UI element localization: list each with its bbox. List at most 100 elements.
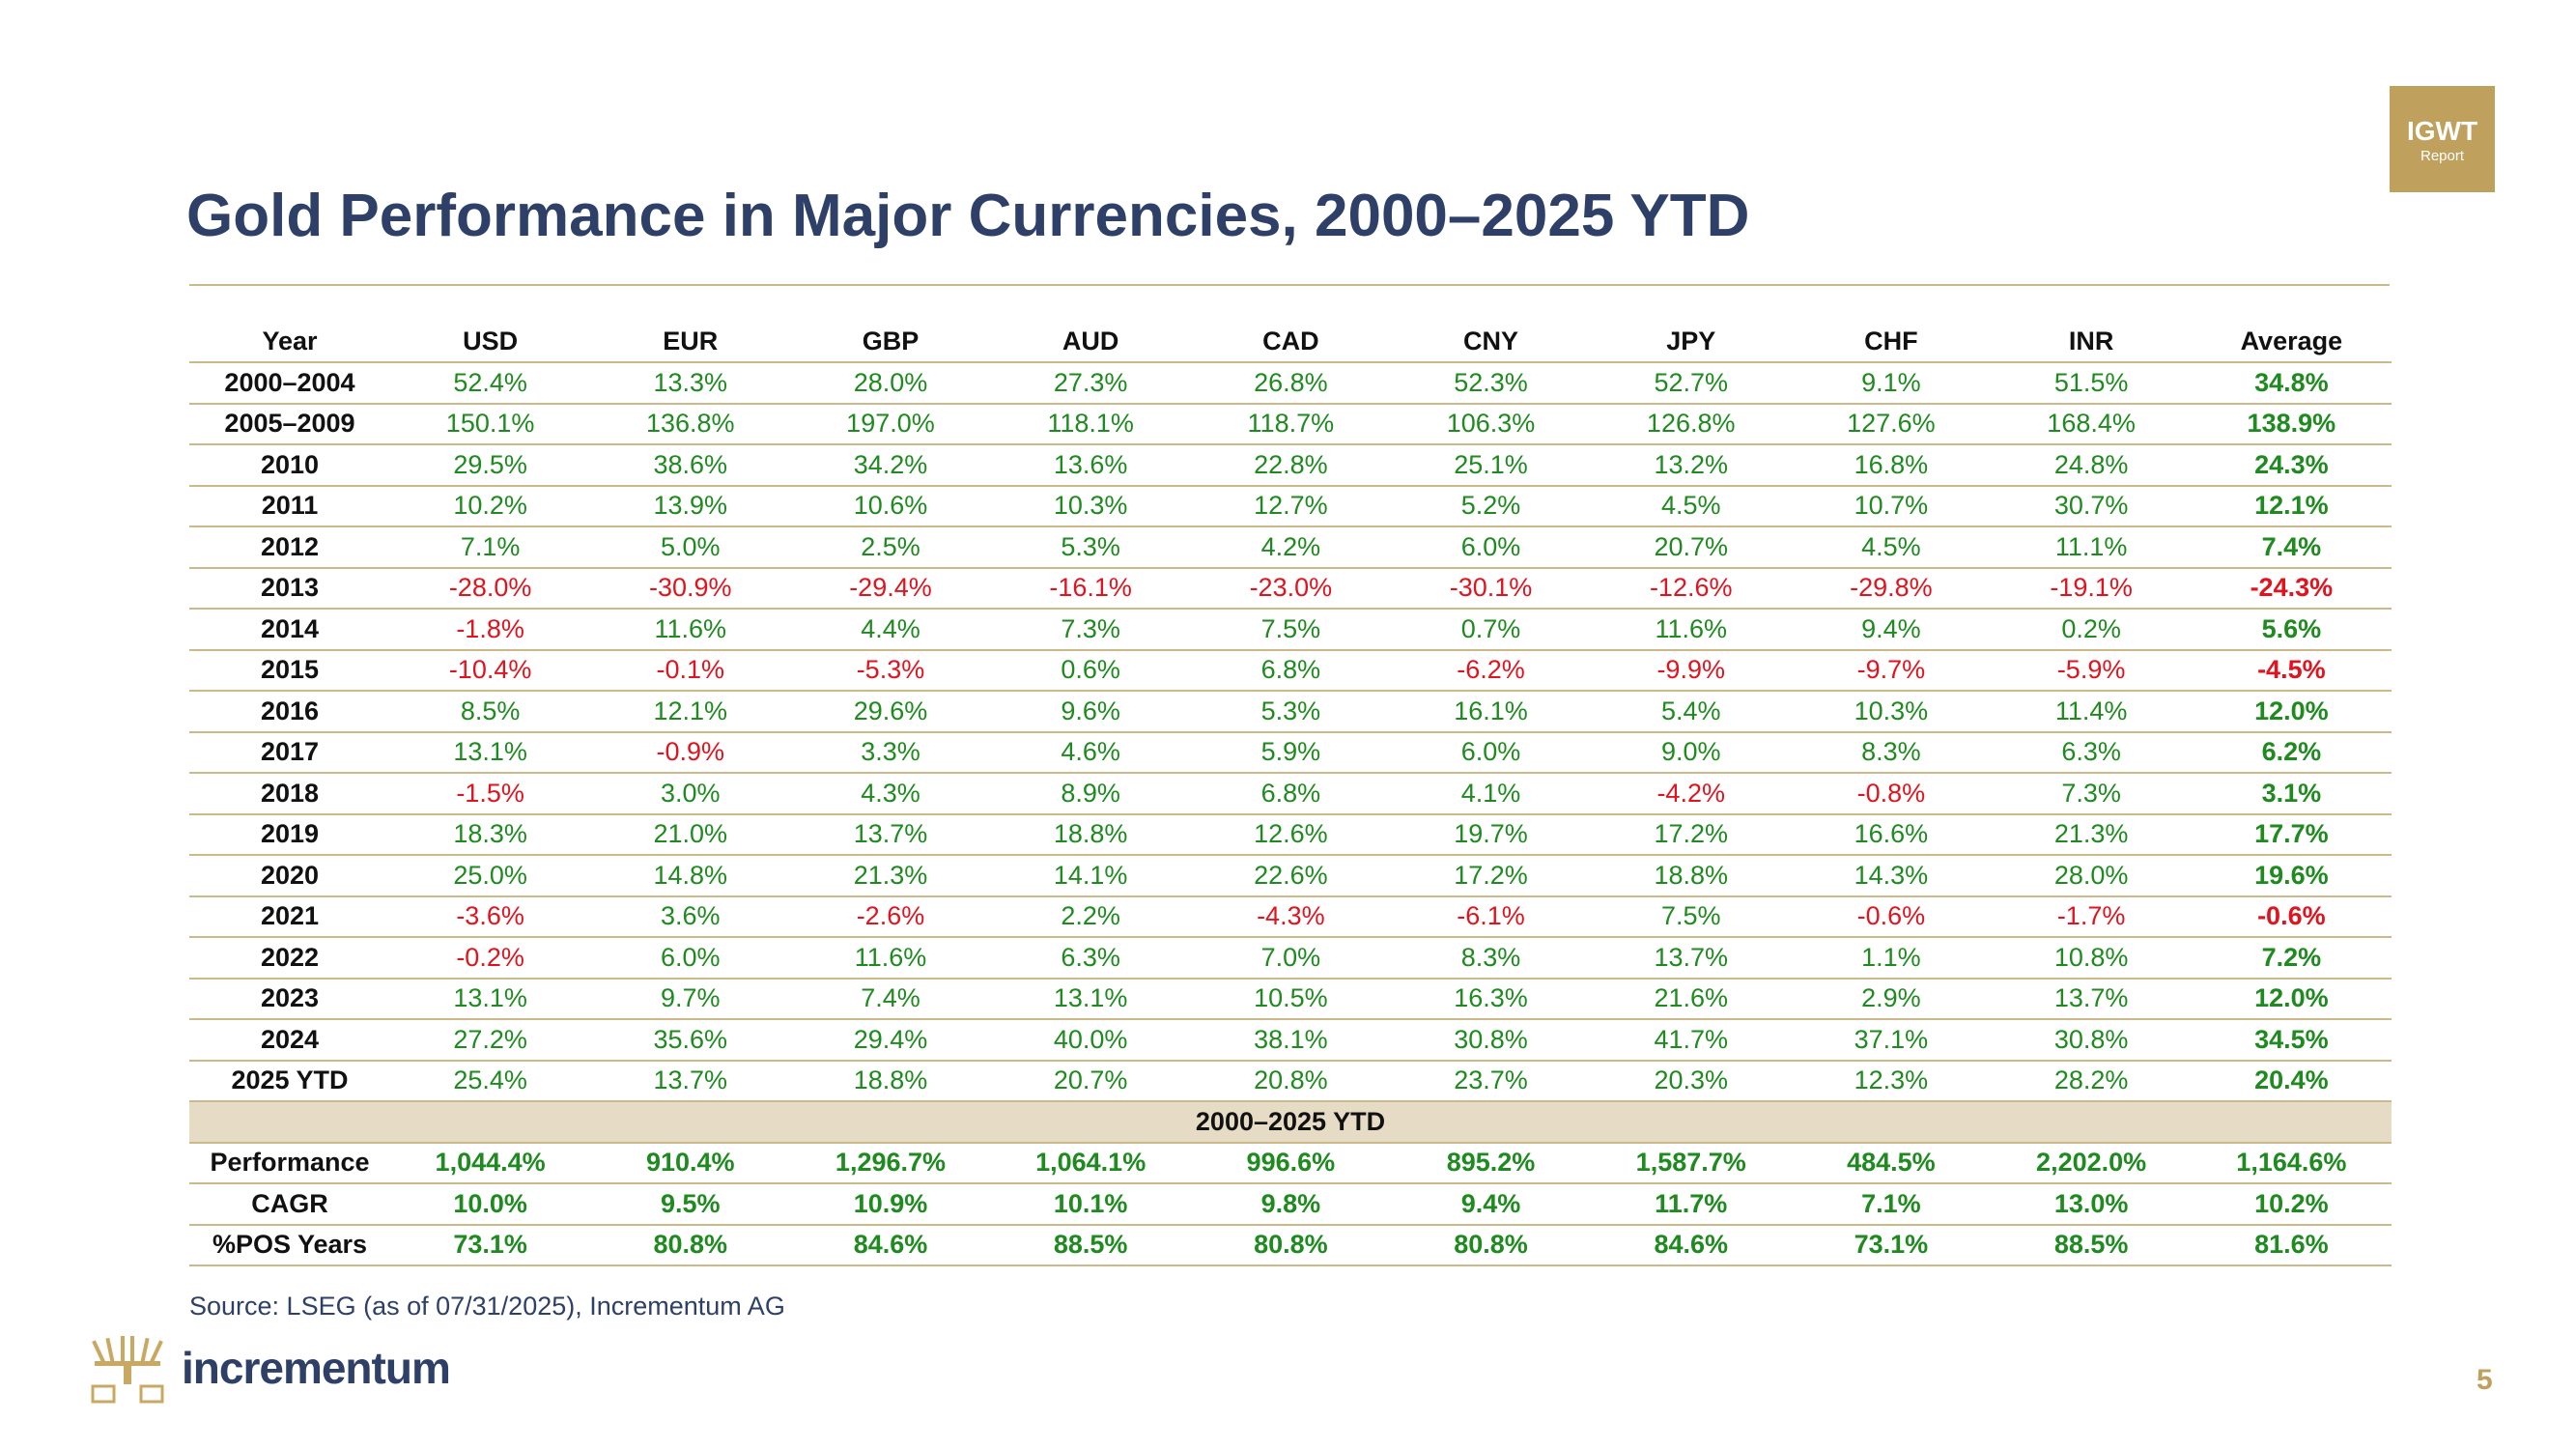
value-cell: -6.2% — [1390, 649, 1592, 692]
table-row: 2012 7.1% 5.0% 2.5% 5.3% 4.2% 6.0% 20.7% 4.5% 11.… — [189, 526, 2392, 569]
value-cell: 13.3% — [590, 362, 791, 405]
value-cell: 21.0% — [590, 813, 791, 856]
row-label: 2011 — [189, 485, 390, 527]
value-cell: 5.4% — [1591, 691, 1792, 733]
value-cell: 18.8% — [790, 1060, 991, 1102]
value-cell: 136.8% — [590, 403, 791, 445]
table-row: 2019 18.3% 21.0% 13.7% 18.8% 12.6% 19.7% 17.2% 1… — [189, 813, 2392, 856]
value-cell: 10.9% — [790, 1183, 991, 1226]
value-cell: -0.2% — [390, 937, 591, 980]
value-cell: 4.6% — [990, 731, 1191, 774]
row-label: 2025 YTD — [189, 1060, 390, 1102]
value-cell: -6.1% — [1390, 895, 1592, 938]
value-cell: 21.3% — [1991, 813, 2192, 856]
value-cell: -0.8% — [1791, 773, 1992, 815]
value-cell: 8.9% — [990, 773, 1191, 815]
value-cell: 11.6% — [1591, 609, 1792, 651]
row-label: 2000–2004 — [189, 362, 390, 405]
average-cell: 34.8% — [2191, 362, 2392, 405]
value-cell: 150.1% — [390, 403, 591, 445]
value-cell: 41.7% — [1591, 1019, 1792, 1062]
value-cell: 127.6% — [1791, 403, 1992, 445]
value-cell: 6.8% — [1190, 649, 1391, 692]
value-cell: -19.1% — [1991, 567, 2192, 610]
value-cell: 6.3% — [1991, 731, 2192, 774]
value-cell: 484.5% — [1791, 1142, 1992, 1184]
value-cell: 9.4% — [1791, 609, 1992, 651]
value-cell: 28.0% — [790, 362, 991, 405]
summary-row: CAGR 10.0% 9.5% 10.9% 10.1% 9.8% 9.4% 11.7% 7.1%… — [189, 1183, 2392, 1226]
average-cell: 12.0% — [2191, 978, 2392, 1020]
row-label: 2015 — [189, 649, 390, 692]
value-cell: 11.6% — [790, 937, 991, 980]
value-cell: 37.1% — [1791, 1019, 1992, 1062]
column-header: INR — [1991, 321, 2192, 363]
value-cell: 30.8% — [1390, 1019, 1592, 1062]
value-cell: 25.0% — [390, 855, 591, 897]
row-label: 2013 — [189, 567, 390, 610]
value-cell: 88.5% — [990, 1224, 1191, 1266]
average-cell: 138.9% — [2191, 403, 2392, 445]
value-cell: -12.6% — [1591, 567, 1792, 610]
value-cell: 4.1% — [1390, 773, 1592, 815]
value-cell: 1,044.4% — [390, 1142, 591, 1184]
column-header: USD — [390, 321, 591, 363]
value-cell: 21.6% — [1591, 978, 1792, 1020]
value-cell: 52.3% — [1390, 362, 1592, 405]
value-cell: -9.9% — [1591, 649, 1792, 692]
value-cell: 1,296.7% — [790, 1142, 991, 1184]
table-row: 2014 -1.8% 11.6% 4.4% 7.3% 7.5% 0.7% 11.6% 9.4% 0… — [189, 609, 2392, 651]
average-cell: 5.6% — [2191, 609, 2392, 651]
summary-row: Performance 1,044.4% 910.4% 1,296.7% 1,064.1… — [189, 1142, 2392, 1184]
value-cell: 11.1% — [1991, 526, 2192, 569]
value-cell: 9.8% — [1190, 1183, 1391, 1226]
value-cell: 8.3% — [1390, 937, 1592, 980]
average-cell: 24.3% — [2191, 444, 2392, 487]
value-cell: 73.1% — [390, 1224, 591, 1266]
value-cell: 7.3% — [990, 609, 1191, 651]
value-cell: 895.2% — [1390, 1142, 1592, 1184]
value-cell: 5.0% — [590, 526, 791, 569]
value-cell: 0.2% — [1991, 609, 2192, 651]
value-cell: 84.6% — [1591, 1224, 1792, 1266]
value-cell: 10.1% — [990, 1183, 1191, 1226]
value-cell: 13.7% — [1591, 937, 1792, 980]
average-cell: 12.1% — [2191, 485, 2392, 527]
value-cell: 12.3% — [1791, 1060, 1992, 1102]
value-cell: 51.5% — [1991, 362, 2192, 405]
value-cell: -5.9% — [1991, 649, 2192, 692]
average-cell: 10.2% — [2191, 1183, 2392, 1226]
value-cell: 18.8% — [1591, 855, 1792, 897]
value-cell: 10.0% — [390, 1183, 591, 1226]
row-label: Performance — [189, 1142, 390, 1184]
value-cell: 5.2% — [1390, 485, 1592, 527]
section-header-row: 2000–2025 YTD — [189, 1101, 2392, 1144]
value-cell: 13.7% — [1991, 978, 2192, 1020]
value-cell: 22.6% — [1190, 855, 1391, 897]
value-cell: 10.2% — [390, 485, 591, 527]
section-label: 2000–2025 YTD — [189, 1101, 2392, 1144]
value-cell: 5.3% — [1190, 691, 1391, 733]
table-row: 2010 29.5% 38.6% 34.2% 13.6% 22.8% 25.1% 13.2% 1… — [189, 444, 2392, 487]
value-cell: 13.1% — [390, 731, 591, 774]
row-label: 2017 — [189, 731, 390, 774]
page-number: 5 — [2477, 1364, 2493, 1396]
value-cell: 7.1% — [1791, 1183, 1992, 1226]
value-cell: -16.1% — [990, 567, 1191, 610]
value-cell: -4.2% — [1591, 773, 1792, 815]
table-row: 2025 YTD 25.4% 13.7% 18.8% 20.7% 20.8% 23.7% 20… — [189, 1060, 2392, 1102]
value-cell: 19.7% — [1390, 813, 1592, 856]
value-cell: 9.6% — [990, 691, 1191, 733]
value-cell: 38.6% — [590, 444, 791, 487]
value-cell: 0.6% — [990, 649, 1191, 692]
value-cell: 16.3% — [1390, 978, 1592, 1020]
value-cell: 34.2% — [790, 444, 991, 487]
table-row: 2021 -3.6% 3.6% -2.6% 2.2% -4.3% -6.1% 7.5% -0.6… — [189, 895, 2392, 938]
value-cell: -5.3% — [790, 649, 991, 692]
value-cell: 13.9% — [590, 485, 791, 527]
value-cell: 84.6% — [790, 1224, 991, 1266]
value-cell: 24.8% — [1991, 444, 2192, 487]
value-cell: 7.1% — [390, 526, 591, 569]
value-cell: -0.1% — [590, 649, 791, 692]
value-cell: 35.6% — [590, 1019, 791, 1062]
